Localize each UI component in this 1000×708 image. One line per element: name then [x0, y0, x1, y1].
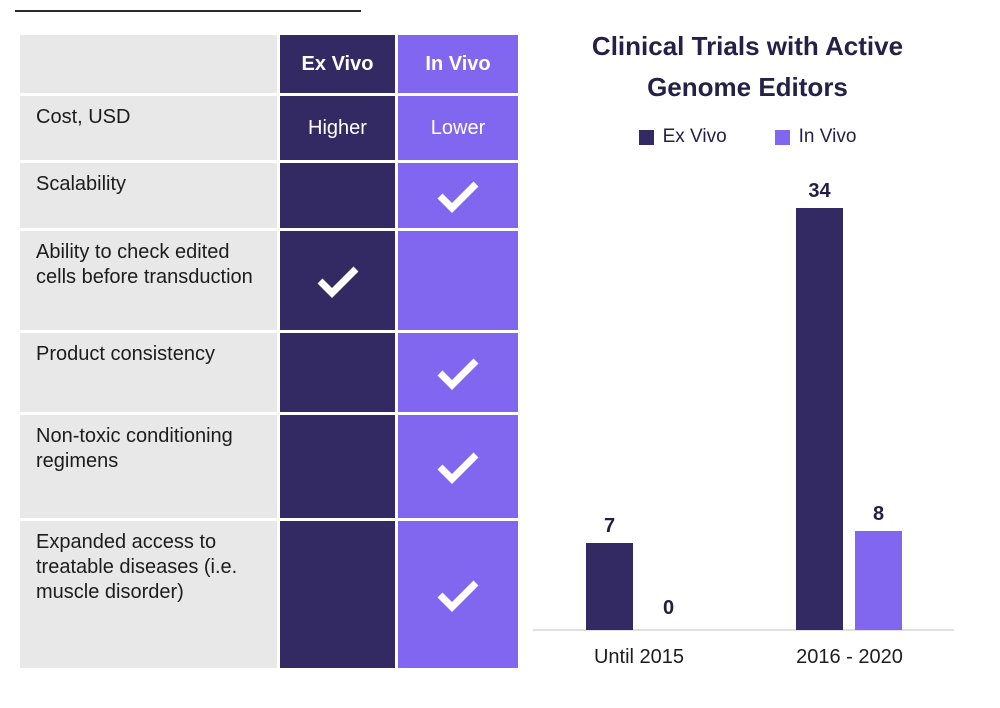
header-in-vivo: In Vivo [398, 35, 518, 93]
in-vivo-cell [398, 333, 518, 412]
table-row: Scalability [20, 163, 518, 228]
row-label: Non-toxic conditioning regimens [20, 415, 277, 518]
ex-vivo-cell [280, 231, 395, 330]
table-row: Ability to check edited cells before tra… [20, 231, 518, 330]
row-label: Cost, USD [20, 96, 277, 160]
ex-vivo-cell [280, 163, 395, 228]
bar-value-label: 7 [603, 515, 616, 537]
chart-title-line2: Genome Editors [647, 72, 848, 102]
check-icon [437, 452, 479, 484]
ex-vivo-cell [280, 521, 395, 668]
legend-label: In Vivo [798, 126, 857, 147]
in-vivo-cell [398, 163, 518, 228]
ex-vivo-cell [280, 415, 395, 518]
table-row: Cost, USD Higher Lower [20, 96, 518, 160]
legend-label: Ex Vivo [662, 126, 727, 147]
row-label: Product consistency [20, 333, 277, 412]
in-vivo-cell: Lower [398, 96, 518, 160]
table-header-row: Ex Vivo In Vivo [20, 35, 518, 93]
check-icon [437, 181, 479, 213]
in-vivo-cell [398, 231, 518, 330]
bar-value-label: 0 [662, 597, 675, 619]
bar-value-label: 8 [872, 503, 885, 525]
chart-title-line1: Clinical Trials with Active [591, 31, 904, 61]
legend-swatch-icon [774, 129, 790, 145]
check-icon [317, 266, 358, 298]
x-axis-line [533, 629, 954, 631]
table-row: Expanded access to treatable diseases (i… [20, 521, 518, 668]
ex-vivo-cell: Higher [280, 96, 395, 160]
legend-item-ex-vivo: Ex Vivo [638, 126, 727, 148]
header-empty-cell [20, 35, 277, 93]
row-label: Expanded access to treatable diseases (i… [20, 521, 277, 668]
header-ex-vivo: Ex Vivo [280, 35, 395, 93]
x-axis-category-label: 2016 - 2020 [796, 646, 903, 668]
bar-ex-vivo-2016---2020 [796, 208, 843, 630]
ex-vivo-cell [280, 333, 395, 412]
top-left-rule [15, 10, 361, 12]
bar-ex-vivo-until-2015 [586, 543, 633, 630]
row-label: Ability to check edited cells before tra… [20, 231, 277, 330]
row-label: Scalability [20, 163, 277, 228]
check-icon [437, 580, 479, 612]
x-axis-category-label: Until 2015 [593, 646, 685, 668]
chart-legend: Ex Vivo In Vivo [540, 126, 955, 148]
bar-value-label: 34 [808, 180, 831, 202]
table-row: Product consistency [20, 333, 518, 412]
legend-item-in-vivo: In Vivo [774, 126, 857, 148]
in-vivo-cell [398, 521, 518, 668]
in-vivo-cell [398, 415, 518, 518]
table-row: Non-toxic conditioning regimens [20, 415, 518, 518]
chart-title: Clinical Trials with Active Genome Edito… [540, 26, 955, 108]
table-body: Cost, USD Higher Lower Scalability Ability t… [20, 96, 518, 668]
legend-swatch-icon [638, 129, 654, 145]
bar-in-vivo-2016---2020 [855, 531, 902, 630]
check-icon [437, 358, 479, 390]
comparison-table: Ex Vivo In Vivo Cost, USD Higher Lower Scal… [20, 35, 518, 671]
